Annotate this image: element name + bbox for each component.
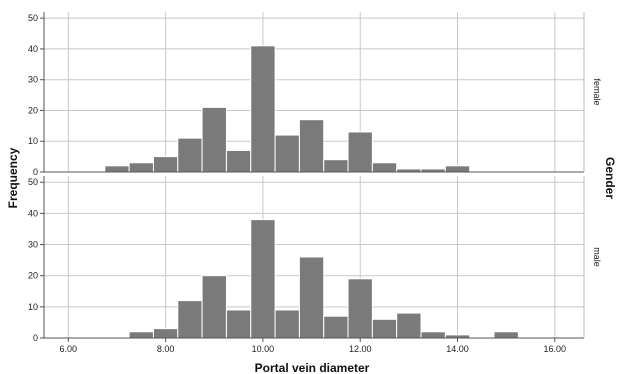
histogram-bar [178, 301, 202, 338]
histogram-bar [251, 46, 275, 172]
histogram-bar [178, 138, 202, 172]
y-tick-label: 40 [28, 208, 38, 218]
histogram-bar [275, 135, 299, 172]
x-axis: 6.00 8.00 10.00 12.00 14.00 16.00 [60, 338, 567, 354]
y-tick-label: 30 [28, 75, 38, 85]
histogram-bar [324, 160, 348, 172]
x-axis-title: Portal vein diameter [255, 361, 370, 374]
y-axis-title: Frequency [6, 147, 20, 208]
y-tick-label: 20 [28, 271, 38, 281]
x-tick-label: 14.00 [446, 344, 469, 354]
histogram-bar [372, 319, 396, 338]
histogram-bar [324, 316, 348, 338]
histogram-bar [202, 107, 226, 172]
histogram-bar [129, 332, 153, 338]
histogram-bar [299, 257, 323, 338]
histogram-bar [153, 329, 177, 338]
histogram-bar [421, 332, 445, 338]
x-tick-label: 6.00 [60, 344, 78, 354]
histogram-bar [251, 220, 275, 338]
x-tick-label: 8.00 [157, 344, 175, 354]
histogram-bar [153, 157, 177, 172]
y-tick-label: 50 [28, 13, 38, 23]
x-tick-label: 16.00 [544, 344, 567, 354]
y-tick-label: 0 [33, 167, 38, 177]
histogram-bar [105, 166, 129, 172]
facet-label: female [592, 78, 602, 105]
x-tick-label: 12.00 [349, 344, 372, 354]
y-tick-label: 10 [28, 136, 38, 146]
facet-label: male [592, 247, 602, 267]
y-tick-label: 40 [28, 44, 38, 54]
histogram-bar [275, 310, 299, 338]
panel-female: 0 10 20 30 40 50 female [28, 12, 602, 177]
histogram-bar [299, 120, 323, 172]
histogram-bar [226, 150, 250, 172]
y-tick-label: 0 [33, 333, 38, 343]
histogram-bar [372, 163, 396, 172]
panel-male: 0 10 20 30 40 50 male [28, 176, 602, 343]
histogram-bar [445, 166, 469, 172]
y-tick-label: 50 [28, 177, 38, 187]
histogram-bar [202, 276, 226, 338]
y-tick-label: 10 [28, 302, 38, 312]
histogram-bar [226, 310, 250, 338]
histogram-bar [348, 132, 372, 172]
y-tick-label: 20 [28, 105, 38, 115]
facet-title: Gender [603, 157, 617, 199]
y-tick-label: 30 [28, 240, 38, 250]
histogram-bar [397, 313, 421, 338]
histogram-bar [348, 279, 372, 338]
x-tick-label: 10.00 [252, 344, 275, 354]
histogram-bar [129, 163, 153, 172]
histogram-bar [494, 332, 518, 338]
